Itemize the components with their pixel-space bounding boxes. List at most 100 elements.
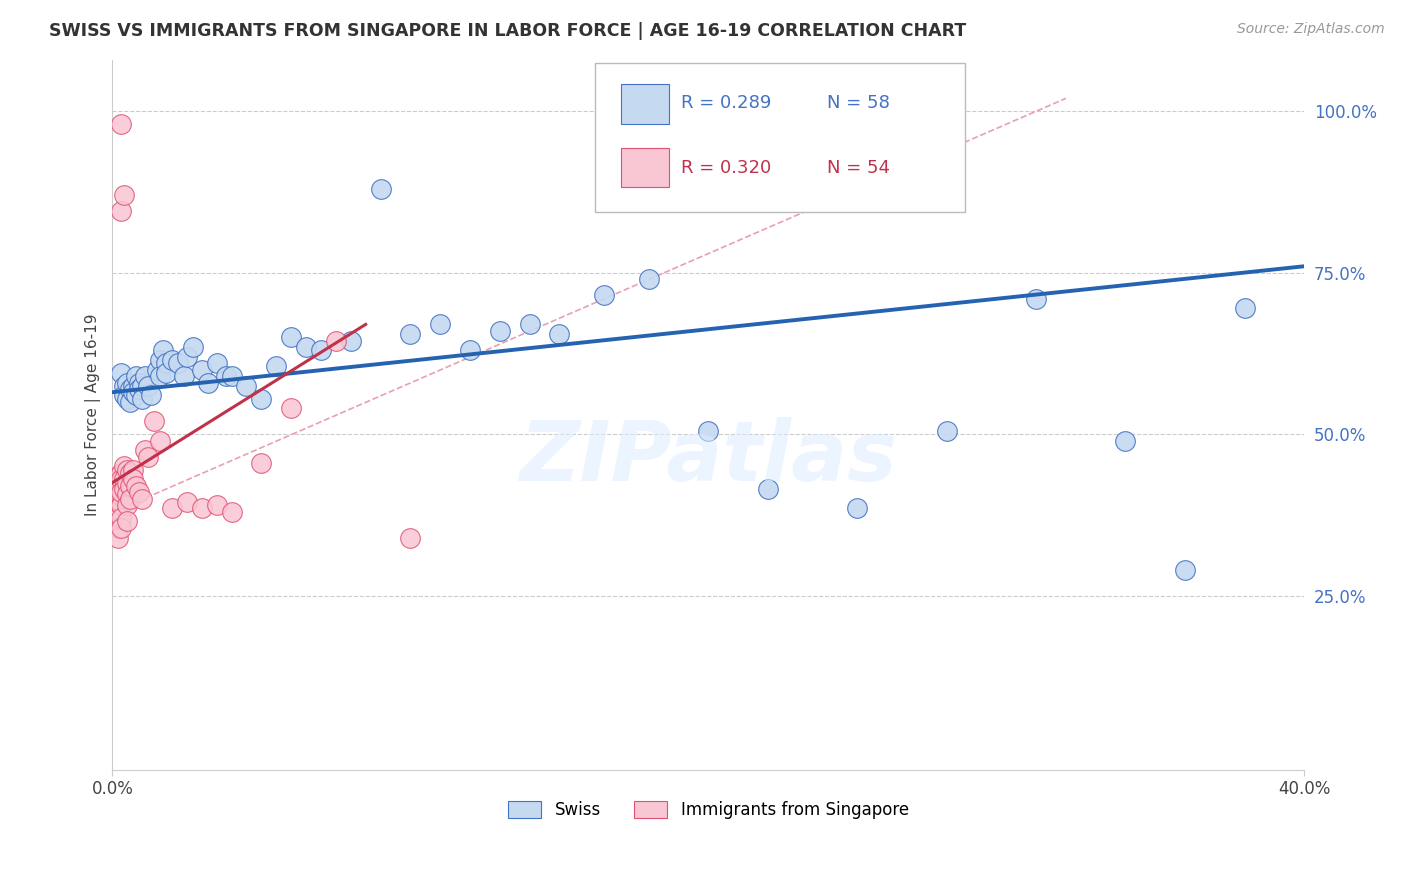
Point — [110, 521, 132, 535]
Text: Source: ZipAtlas.com: Source: ZipAtlas.com — [1237, 22, 1385, 37]
Text: R = 0.289: R = 0.289 — [681, 94, 772, 112]
Point — [173, 369, 195, 384]
Point — [107, 511, 129, 525]
Point — [280, 401, 302, 416]
Point — [325, 334, 347, 348]
Legend: Swiss, Immigrants from Singapore: Swiss, Immigrants from Singapore — [501, 794, 915, 826]
Point — [146, 362, 169, 376]
Text: N = 58: N = 58 — [828, 94, 890, 112]
Point — [104, 508, 127, 522]
Point — [125, 388, 148, 402]
Point — [117, 463, 139, 477]
Point — [107, 501, 129, 516]
Point — [205, 498, 228, 512]
Point — [593, 288, 616, 302]
Text: ZIPatlas: ZIPatlas — [519, 417, 897, 498]
Text: N = 54: N = 54 — [828, 159, 890, 177]
Point — [110, 204, 132, 219]
Point — [107, 469, 129, 483]
Point — [250, 456, 273, 470]
Point — [117, 392, 139, 406]
Point — [110, 485, 132, 500]
Point — [112, 459, 135, 474]
Point — [149, 369, 172, 384]
Point — [136, 378, 159, 392]
Point — [128, 376, 150, 390]
Point — [110, 498, 132, 512]
Point — [104, 489, 127, 503]
Point — [280, 330, 302, 344]
Point — [488, 324, 510, 338]
Point — [181, 340, 204, 354]
Point — [117, 514, 139, 528]
Point — [191, 362, 214, 376]
Point — [117, 376, 139, 390]
FancyBboxPatch shape — [595, 63, 965, 212]
Point — [134, 369, 156, 384]
Point — [110, 366, 132, 380]
Point — [205, 356, 228, 370]
Point — [1233, 301, 1256, 316]
Point — [112, 388, 135, 402]
Point — [458, 343, 481, 358]
Y-axis label: In Labor Force | Age 16-19: In Labor Force | Age 16-19 — [86, 314, 101, 516]
Point — [117, 486, 139, 500]
Point — [112, 482, 135, 496]
Point — [128, 382, 150, 396]
Point — [128, 485, 150, 500]
Point — [149, 434, 172, 448]
Point — [1114, 434, 1136, 448]
Point — [176, 495, 198, 509]
Point — [110, 479, 132, 493]
Point — [155, 366, 177, 380]
Point — [117, 475, 139, 490]
Point — [110, 489, 132, 503]
Point — [191, 501, 214, 516]
Text: R = 0.320: R = 0.320 — [681, 159, 770, 177]
Point — [399, 531, 422, 545]
Point — [935, 424, 957, 438]
Point — [295, 340, 318, 354]
Point — [122, 472, 145, 486]
Point — [107, 521, 129, 535]
Point — [756, 482, 779, 496]
Point — [370, 182, 392, 196]
Point — [120, 491, 142, 506]
Point — [1025, 292, 1047, 306]
Point — [107, 479, 129, 493]
Point — [107, 482, 129, 496]
Point — [160, 501, 183, 516]
Point — [117, 498, 139, 512]
Point — [120, 479, 142, 493]
Point — [221, 369, 243, 384]
Point — [697, 424, 720, 438]
Point — [250, 392, 273, 406]
Point — [131, 392, 153, 406]
Bar — [621, 148, 669, 187]
Point — [110, 117, 132, 131]
Point — [110, 472, 132, 486]
Point — [214, 369, 236, 384]
Bar — [621, 85, 669, 123]
Point — [107, 491, 129, 506]
Point — [110, 466, 132, 480]
Point — [1174, 563, 1197, 577]
Point — [548, 327, 571, 342]
Point — [104, 517, 127, 532]
Point — [125, 479, 148, 493]
Point — [131, 491, 153, 506]
Point — [125, 369, 148, 384]
Point — [339, 334, 361, 348]
Point — [309, 343, 332, 358]
Point — [266, 359, 288, 374]
Point — [110, 511, 132, 525]
Point — [112, 378, 135, 392]
Point — [221, 505, 243, 519]
Point — [167, 356, 190, 370]
Point — [122, 378, 145, 392]
Point — [399, 327, 422, 342]
Text: SWISS VS IMMIGRANTS FROM SINGAPORE IN LABOR FORCE | AGE 16-19 CORRELATION CHART: SWISS VS IMMIGRANTS FROM SINGAPORE IN LA… — [49, 22, 966, 40]
Point — [104, 475, 127, 490]
Point — [429, 318, 451, 332]
Point — [149, 352, 172, 367]
